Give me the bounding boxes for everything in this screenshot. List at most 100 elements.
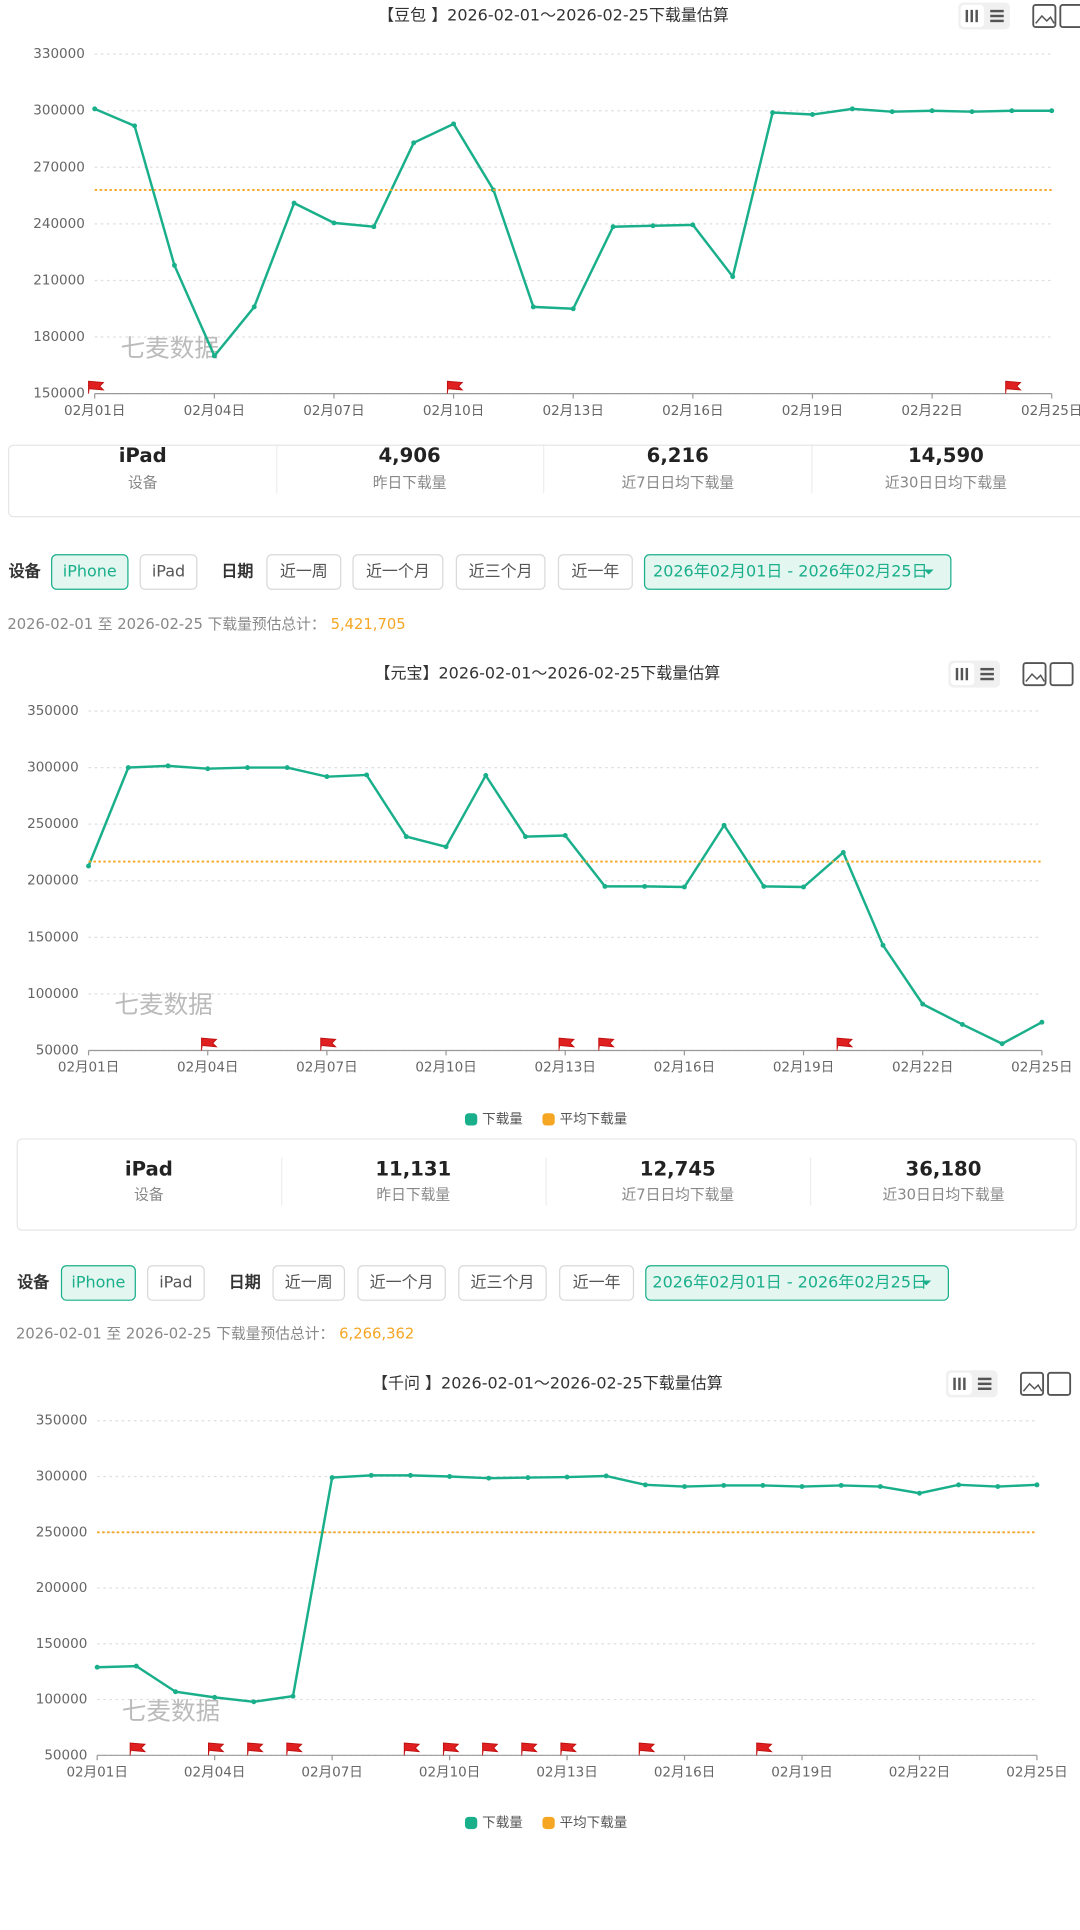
- range-button[interactable]: [557, 554, 633, 590]
- range-button-label[interactable]: 近一周: [280, 561, 328, 580]
- event-flag[interactable]: [247, 1742, 264, 1756]
- range-button-label[interactable]: 近一年: [573, 1272, 621, 1291]
- device-button[interactable]: [139, 554, 198, 590]
- data-point: [889, 109, 895, 115]
- data-point: [969, 109, 975, 115]
- event-flag[interactable]: [286, 1742, 303, 1756]
- image-button[interactable]: [1022, 662, 1047, 687]
- legend-label[interactable]: 下载量: [482, 1111, 523, 1127]
- device-button-label[interactable]: iPad: [152, 561, 185, 580]
- data-point: [331, 220, 337, 226]
- data-point: [810, 112, 815, 117]
- event-flag[interactable]: [201, 1037, 218, 1051]
- x-tick-label: 02月07日: [296, 1060, 357, 1076]
- stat-label: 设备: [128, 474, 158, 491]
- legend-label[interactable]: 平均下载量: [560, 1815, 628, 1831]
- data-point: [721, 822, 727, 828]
- event-flag[interactable]: [598, 1037, 615, 1051]
- watermark: 七麦数据: [121, 333, 219, 362]
- range-button-label[interactable]: 近一周: [285, 1272, 333, 1291]
- dropdown-caret[interactable]: [921, 1280, 932, 1286]
- event-flag[interactable]: [129, 1742, 147, 1756]
- event-flag[interactable]: [638, 1742, 656, 1756]
- x-tick-label: 02月01日: [64, 403, 125, 419]
- event-flag[interactable]: [836, 1037, 854, 1051]
- range-button-label[interactable]: 近一个月: [370, 1272, 434, 1291]
- image-button[interactable]: [1020, 1371, 1045, 1396]
- data-point: [94, 1664, 100, 1670]
- legend-swatch[interactable]: [464, 1113, 478, 1126]
- legend-swatch[interactable]: [542, 1113, 555, 1126]
- data-point: [849, 106, 855, 112]
- date-range-picker[interactable]: [645, 1265, 949, 1301]
- event-flag[interactable]: [1005, 380, 1022, 394]
- data-point: [407, 1472, 413, 1478]
- data-point: [880, 942, 886, 948]
- legend-label[interactable]: 平均下载量: [560, 1111, 628, 1127]
- range-button[interactable]: [559, 1265, 635, 1301]
- event-flag[interactable]: [756, 1742, 773, 1756]
- data-point: [682, 1484, 687, 1490]
- device-button[interactable]: [60, 1265, 136, 1301]
- y-tick-label: 100000: [36, 1692, 88, 1708]
- range-button[interactable]: [266, 554, 342, 590]
- image-button[interactable]: [1032, 4, 1057, 28]
- download-button[interactable]: [1047, 1371, 1072, 1396]
- range-button[interactable]: [352, 554, 444, 590]
- date-range-picker-label[interactable]: 2026年02月01日 - 2026年02月25日: [652, 1272, 927, 1291]
- device-button[interactable]: [51, 554, 129, 590]
- device-button-label[interactable]: iPhone: [71, 1272, 125, 1291]
- legend-swatch[interactable]: [542, 1816, 555, 1830]
- data-point: [1049, 108, 1055, 114]
- total-label: 2026-02-01 至 2026-02-25 下载量预估总计：: [7, 616, 325, 633]
- event-flag[interactable]: [482, 1742, 499, 1756]
- x-tick-label: 02月13日: [536, 1765, 597, 1781]
- event-flag[interactable]: [446, 380, 464, 394]
- x-tick-label: 02月10日: [423, 403, 484, 419]
- device-button[interactable]: [146, 1265, 205, 1301]
- data-point: [562, 833, 568, 838]
- x-tick-label: 02月01日: [66, 1765, 127, 1781]
- event-flag[interactable]: [521, 1742, 538, 1756]
- date-range-picker-label[interactable]: 2026年02月01日 - 2026年02月25日: [653, 561, 928, 580]
- download-button[interactable]: [1059, 4, 1080, 28]
- event-flag[interactable]: [320, 1037, 337, 1051]
- range-button[interactable]: [272, 1265, 346, 1301]
- data-point: [690, 222, 696, 228]
- range-button[interactable]: [458, 1265, 547, 1301]
- range-button-label[interactable]: 近一个月: [366, 561, 430, 580]
- range-button[interactable]: [357, 1265, 446, 1301]
- data-point: [642, 883, 648, 889]
- data-point: [205, 766, 211, 772]
- event-flag[interactable]: [403, 1742, 421, 1756]
- legend-swatch[interactable]: [464, 1816, 478, 1830]
- event-flag[interactable]: [558, 1037, 576, 1051]
- data-point: [329, 1475, 335, 1481]
- event-flag[interactable]: [442, 1742, 460, 1756]
- event-flag[interactable]: [560, 1742, 577, 1756]
- legend-label[interactable]: 下载量: [482, 1815, 523, 1831]
- device-button-label[interactable]: iPad: [159, 1272, 192, 1291]
- event-flag[interactable]: [208, 1742, 225, 1756]
- total-label: 2026-02-01 至 2026-02-25 下载量预估总计：: [16, 1326, 334, 1343]
- data-point: [1009, 108, 1015, 114]
- event-flag[interactable]: [88, 380, 105, 394]
- data-point: [1034, 1482, 1040, 1488]
- range-button-label[interactable]: 近三个月: [471, 1272, 535, 1291]
- data-point: [530, 304, 536, 310]
- range-button[interactable]: [455, 554, 546, 590]
- x-tick-label: 02月16日: [654, 1765, 715, 1781]
- x-tick-label: 02月01日: [58, 1060, 119, 1076]
- download-button[interactable]: [1049, 662, 1074, 687]
- range-button-label[interactable]: 近一年: [571, 561, 619, 580]
- y-tick-label: 150000: [33, 386, 85, 402]
- data-point: [284, 765, 290, 771]
- date-range-picker[interactable]: [643, 554, 952, 590]
- y-tick-label: 150000: [36, 1636, 88, 1652]
- range-button-label[interactable]: 近三个月: [469, 561, 533, 580]
- data-point: [570, 306, 576, 312]
- x-tick-label: 02月04日: [184, 403, 245, 419]
- device-button-label[interactable]: iPhone: [63, 561, 117, 580]
- dropdown-caret[interactable]: [923, 569, 934, 575]
